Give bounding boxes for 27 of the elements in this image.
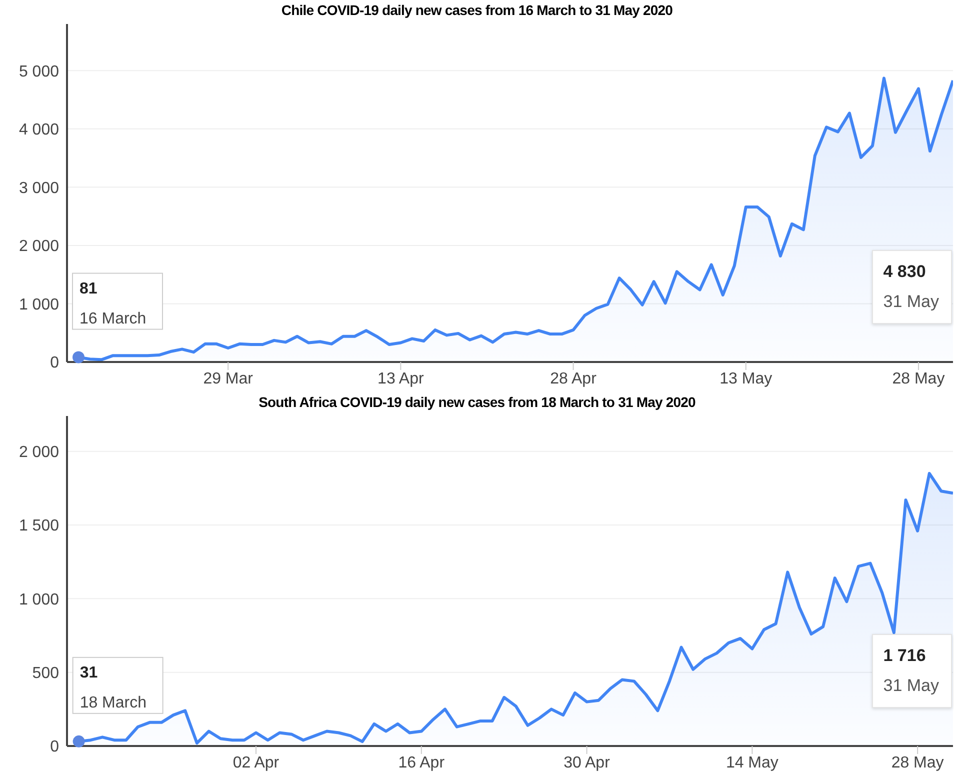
x-tick-label: 14 May	[726, 754, 778, 772]
y-tick-label: 3 000	[18, 180, 60, 197]
y-tick-label: 1 000	[18, 591, 60, 608]
annotation: 4 830 31 May	[883, 261, 939, 313]
chart-title: South Africa COVID-19 daily new cases from 18 March to 31 May 2020	[258, 394, 696, 410]
annotation: 31 18 March	[80, 664, 147, 712]
chart-title: Chile COVID-19 daily new cases from 16 March to 31 May 2020	[280, 2, 674, 18]
x-tick-label: 28 May	[892, 370, 945, 388]
y-tick-label: 0	[50, 354, 60, 372]
y-tick-label: 1 000	[18, 296, 60, 314]
y-tick-label: 0	[50, 738, 60, 756]
x-tick-label: 02 Apr	[232, 754, 280, 772]
x-tick-label: 28 May	[891, 754, 944, 772]
y-tick-label: 5 000	[18, 63, 60, 80]
x-tick-label: 13 May	[720, 370, 772, 388]
x-tick-label: 28 Apr	[550, 370, 598, 388]
y-tick-label: 2 000	[18, 444, 60, 462]
annotation: 81 16 March	[80, 280, 146, 328]
y-tick-label: 500	[32, 665, 60, 682]
x-tick-label: 29 Mar	[203, 370, 254, 388]
x-tick-label: 13 Apr	[378, 370, 424, 388]
y-tick-label: 4 000	[18, 122, 60, 139]
x-tick-label: 16 Apr	[398, 754, 446, 772]
y-tick-label: 2 000	[18, 238, 60, 256]
x-tick-label: 30 Apr	[564, 754, 611, 772]
annotation: 1 716 31 May	[883, 645, 939, 697]
y-tick-label: 1 500	[18, 518, 60, 535]
